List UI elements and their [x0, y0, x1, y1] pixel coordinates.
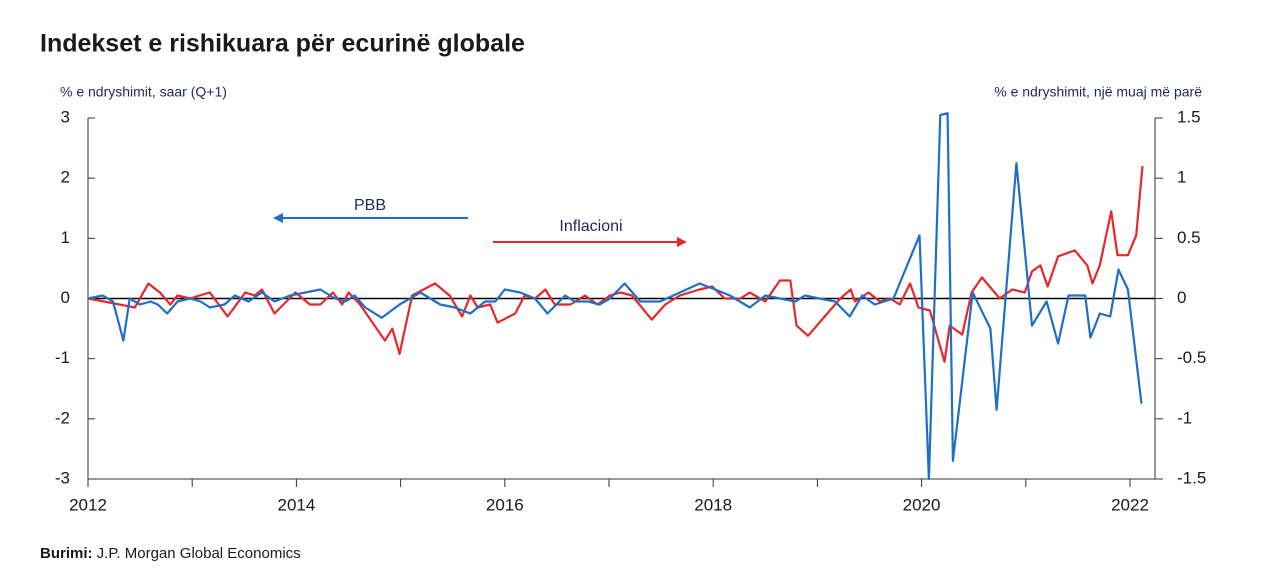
y2-tick-label: -1.5 [1177, 468, 1206, 487]
y-tick-label: 1 [61, 228, 70, 247]
y2-tick-label: 1 [1177, 168, 1186, 187]
y-tick-label: -1 [55, 348, 70, 367]
series-line [87, 112, 1143, 481]
source-label: Burimi: [40, 545, 93, 562]
x-tick-label: 2014 [277, 495, 315, 514]
chart-title: Indekset e rishikuara për ecurinë global… [40, 30, 525, 58]
y2-axis-label: % e ndryshimit, një muaj më parë [994, 84, 1202, 100]
x-tick-label: 2020 [903, 495, 941, 514]
source-text: J.P. Morgan Global Economics [97, 545, 301, 562]
annotation: PBB [354, 197, 386, 214]
y-tick-label: 3 [61, 107, 70, 126]
y2-tick-label: -1 [1177, 408, 1192, 427]
y2-tick-label: 1.5 [1177, 107, 1201, 126]
x-tick-label: 2012 [69, 495, 107, 514]
y-tick-label: -2 [55, 408, 70, 427]
y-tick-label: -3 [55, 468, 70, 487]
y2-tick-label: 0.5 [1177, 228, 1201, 247]
y-axis-label: % e ndryshimit, saar (Q+1) [60, 84, 227, 100]
series-line [87, 166, 1144, 363]
y2-tick-label: -0.5 [1177, 348, 1206, 367]
y-tick-label: 0 [61, 288, 70, 307]
annotation: Inflacioni [559, 218, 622, 235]
y-tick-label: 2 [61, 168, 70, 187]
source: Burimi: J.P. Morgan Global Economics [40, 545, 301, 562]
x-tick-label: 2018 [694, 495, 732, 514]
x-tick-label: 2016 [486, 495, 524, 514]
y2-tick-label: 0 [1177, 288, 1186, 307]
x-tick-label: 2022 [1111, 495, 1149, 514]
